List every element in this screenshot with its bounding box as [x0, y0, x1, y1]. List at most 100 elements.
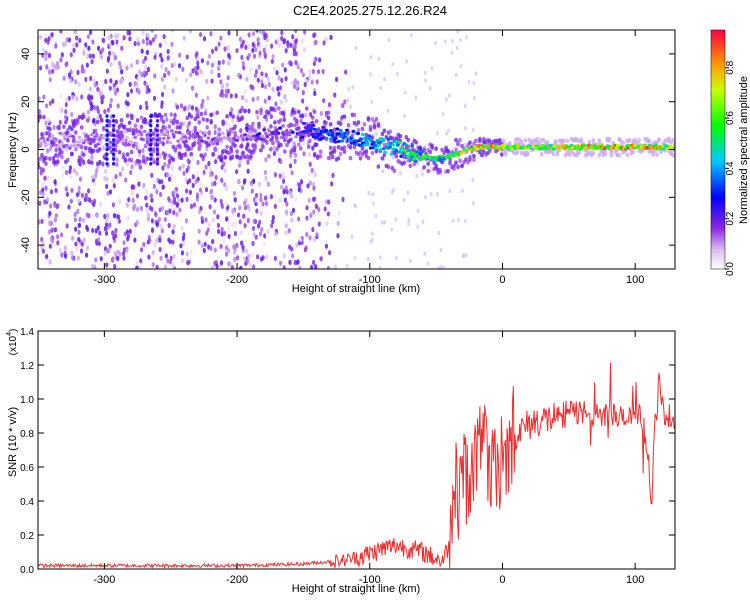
heatmap-cell	[359, 137, 364, 141]
heatmap-cell	[391, 61, 395, 67]
heatmap-cell	[242, 65, 246, 71]
heatmap-cell	[273, 255, 277, 261]
heatmap-cell	[350, 234, 354, 240]
heatmap-cell	[219, 260, 224, 266]
heatmap-cell	[95, 161, 100, 166]
heatmap-cell	[370, 150, 375, 156]
heatmap-cell	[101, 126, 106, 132]
heatmap-cell	[249, 154, 253, 159]
heatmap-cell	[273, 107, 277, 113]
heatmap-cell	[250, 252, 254, 258]
heatmap-cell	[303, 247, 307, 253]
heatmap-cell	[71, 134, 75, 139]
heatmap-cell	[177, 197, 181, 203]
heatmap-cell	[175, 119, 180, 125]
heatmap-cell	[311, 196, 316, 202]
heatmap-cell	[342, 149, 347, 154]
heatmap-cell	[147, 234, 151, 241]
heatmap-cell	[376, 141, 381, 145]
heatmap-cell	[258, 219, 262, 225]
heatmap-cell	[84, 192, 88, 198]
heatmap-cell	[278, 197, 282, 203]
heatmap-cell	[240, 54, 244, 61]
heatmap-cell	[39, 166, 43, 172]
heatmap-cell	[153, 33, 158, 40]
heatmap-cell	[300, 135, 305, 139]
heatmap-cell	[243, 200, 247, 206]
heatmap-cell	[54, 187, 58, 194]
heatmap-cell	[303, 81, 307, 88]
heatmap-cell	[133, 123, 138, 128]
heatmap-cell	[430, 145, 434, 150]
heatmap-cell	[243, 88, 248, 95]
heatmap-cell	[249, 149, 253, 155]
heatmap-cell	[413, 159, 418, 163]
heatmap-cell	[276, 37, 280, 43]
heatmap-cell	[539, 152, 544, 157]
heatmap-cell	[135, 260, 139, 266]
heatmap-cell	[258, 43, 262, 50]
heatmap-cell	[421, 172, 424, 177]
heatmap-cell	[322, 120, 327, 125]
heatmap-cell	[336, 156, 341, 161]
heatmap-cell	[38, 96, 41, 102]
heatmap-cell	[108, 222, 112, 228]
heatmap-cell	[409, 33, 413, 38]
heatmap-cell	[231, 209, 235, 215]
x-tick-label: -200	[226, 274, 248, 286]
heatmap-cell	[278, 85, 283, 91]
heatmap-cell	[178, 52, 182, 58]
heatmap-cell	[135, 220, 139, 226]
heatmap-cell	[213, 247, 217, 253]
heatmap-cell	[76, 69, 80, 76]
heatmap-cell	[69, 78, 73, 84]
heatmap-cell	[464, 218, 467, 224]
heatmap-cell	[448, 161, 452, 166]
heatmap-cell	[129, 88, 134, 94]
heatmap-cell	[275, 147, 279, 152]
heatmap-cell	[54, 213, 58, 219]
heatmap-cell	[80, 241, 84, 247]
heatmap-cell	[241, 244, 245, 250]
heatmap-cell	[426, 168, 430, 174]
heatmap-cell	[90, 213, 94, 219]
heatmap-cell	[279, 99, 284, 105]
heatmap-cell	[125, 248, 129, 254]
heatmap-cell	[137, 149, 142, 154]
heatmap-cell	[293, 43, 297, 50]
heatmap-cell	[263, 35, 267, 41]
heatmap-cell	[302, 121, 306, 126]
heatmap-cell	[242, 256, 247, 262]
heatmap-cell	[146, 66, 151, 73]
heatmap-cell	[392, 187, 395, 193]
heatmap-cell	[353, 142, 357, 147]
heatmap-cell	[116, 32, 120, 39]
heatmap-cell	[263, 98, 267, 104]
heatmap-cell	[264, 201, 269, 207]
heatmap-cell	[210, 194, 214, 201]
heatmap-cell	[407, 148, 411, 153]
heatmap-cell	[561, 138, 566, 144]
heatmap-cell	[49, 189, 54, 195]
heatmap-cell	[138, 264, 142, 269]
heatmap-cell	[165, 210, 170, 216]
heatmap-cell	[77, 236, 81, 243]
heatmap-cell	[38, 65, 43, 71]
heatmap-cell	[71, 235, 75, 241]
heatmap-cell	[336, 233, 340, 239]
heatmap-cell	[93, 143, 98, 149]
heatmap-cell	[173, 189, 178, 195]
heatmap-cell	[307, 151, 312, 158]
heatmap-cell	[108, 189, 113, 195]
heatmap-cell	[135, 59, 139, 65]
heatmap-cell	[565, 138, 570, 144]
y-tick-label: 0.0	[20, 565, 34, 576]
heatmap-cell	[277, 75, 281, 81]
heatmap-cell	[145, 49, 149, 56]
heatmap-cell	[442, 265, 446, 269]
heatmap-cell	[78, 37, 82, 44]
heatmap-cell	[140, 48, 144, 54]
heatmap-cell	[311, 145, 315, 151]
heatmap-cell	[416, 208, 420, 214]
heatmap-cell	[229, 145, 233, 150]
